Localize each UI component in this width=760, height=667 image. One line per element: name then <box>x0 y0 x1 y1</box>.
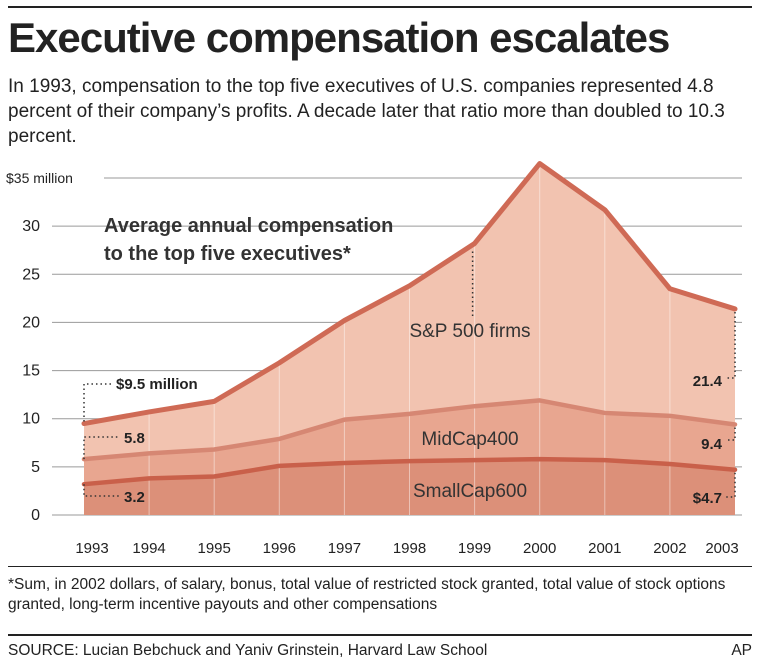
y-tick-label-5: 5 <box>31 459 40 476</box>
top-rule <box>8 6 752 8</box>
source-credit: SOURCE: Lucian Bebchuck and Yaniv Grinst… <box>8 642 488 659</box>
area-layer <box>84 163 735 516</box>
label-layer: Average annual compensation to the top fi… <box>104 215 531 502</box>
chart-title-line-0: Average annual compensation <box>104 215 393 237</box>
leader-mid-start <box>83 436 120 460</box>
series-label-0: S&P 500 firms <box>409 321 530 342</box>
agency-credit: AP <box>731 642 752 659</box>
page-subtitle: In 1993, compensation to the top five ex… <box>8 76 725 147</box>
x-tick-label-1994: 1994 <box>132 540 165 557</box>
y-tick-layer: 0 5 10 15 20 25 30 $35 million <box>6 170 73 524</box>
footnote-rule <box>8 566 752 567</box>
x-tick-label-2001: 2001 <box>588 540 621 557</box>
annot-mid-start: 5.8 <box>124 430 145 447</box>
y-tick-label-0: 0 <box>31 507 40 524</box>
annot-mid-end: 9.4 <box>701 436 723 453</box>
x-tick-label-2002: 2002 <box>653 540 686 557</box>
line-layer <box>81 161 738 487</box>
series-label-2: SmallCap600 <box>413 481 527 502</box>
y-tick-label-15: 15 <box>22 363 40 380</box>
annot-small-start: 3.2 <box>124 489 145 506</box>
x-tick-label-1998: 1998 <box>393 540 426 557</box>
vertical-grid-layer <box>148 163 671 515</box>
y-tick-label-35: $35 million <box>6 170 73 186</box>
y-tick-label-10: 10 <box>22 411 40 428</box>
x-tick-label-1999: 1999 <box>458 540 491 557</box>
annot-sp-start: $9.5 million <box>116 376 198 393</box>
footnote: *Sum, in 2002 dollars, of salary, bonus,… <box>8 576 726 613</box>
leader-sp-start <box>83 383 112 422</box>
annot-sp-end: 21.4 <box>693 373 723 390</box>
series-label-1: MidCap400 <box>421 429 518 450</box>
leader-mid-end <box>726 427 736 441</box>
bottom-rule <box>8 634 752 636</box>
x-tick-label-1997: 1997 <box>328 540 361 557</box>
leader-sp-end <box>726 311 736 379</box>
x-tick-label-2003: 2003 <box>705 540 738 557</box>
x-tick-label-2000: 2000 <box>523 540 556 557</box>
x-tick-label-1996: 1996 <box>263 540 296 557</box>
x-tick-label-1995: 1995 <box>198 540 231 557</box>
chart-title-line-1: to the top five executives* <box>104 243 351 265</box>
page-title: Executive compensation escalates <box>8 14 670 61</box>
y-tick-label-20: 20 <box>22 314 40 331</box>
annotation-layer: $9.5 million 5.8 3.2 21.4 9.4 $4.7 <box>83 251 736 507</box>
x-tick-label-1993: 1993 <box>75 540 108 557</box>
x-tick-layer: 1993 1994 1995 1996 1997 1998 1999 2000 2001 2002… <box>75 540 738 557</box>
annot-small-end: $4.7 <box>693 490 722 507</box>
y-tick-label-25: 25 <box>22 266 40 283</box>
y-tick-label-30: 30 <box>22 218 40 235</box>
